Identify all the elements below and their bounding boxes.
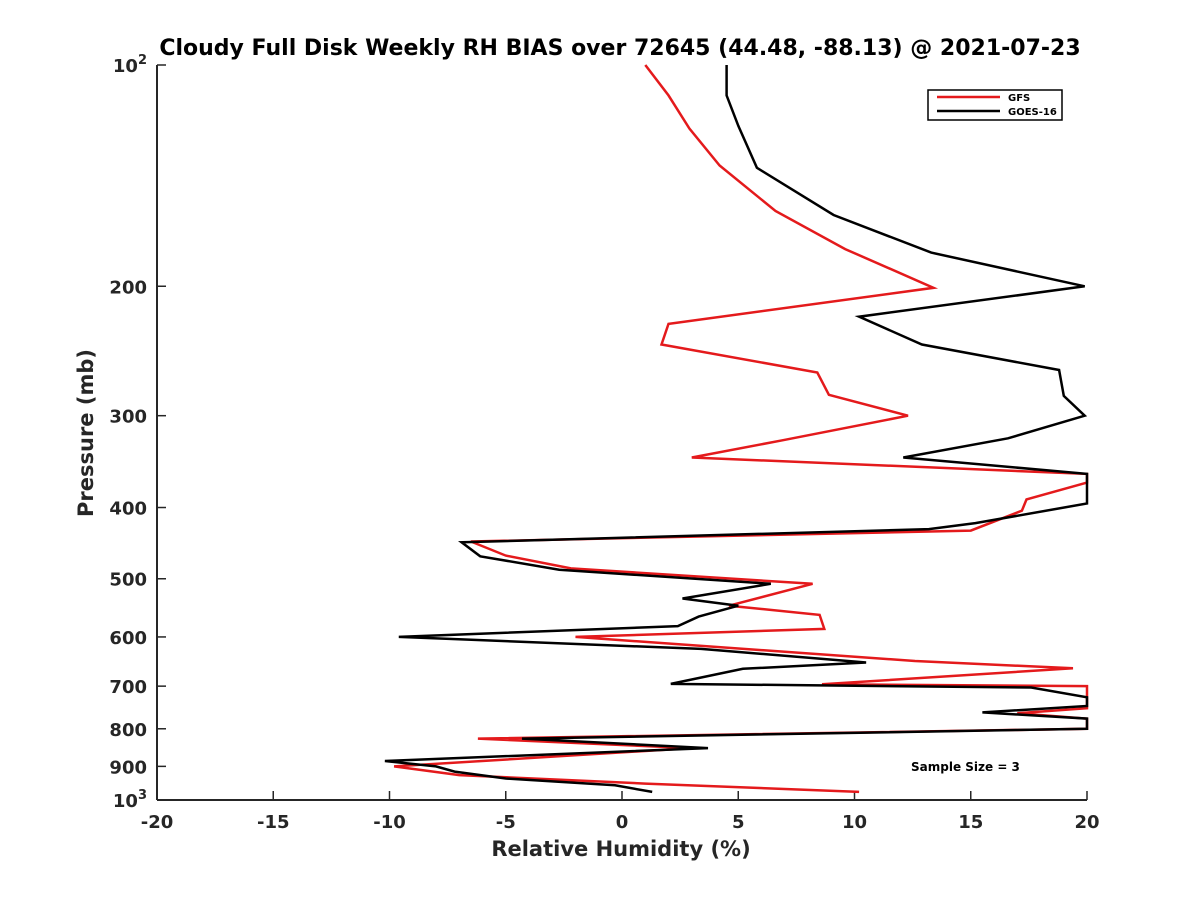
y-tick-label: 800 xyxy=(109,720,147,741)
x-tick-label: -5 xyxy=(496,812,516,833)
legend-label-gfs: GFS xyxy=(1008,93,1030,104)
y-tick-label: 103 xyxy=(113,788,147,812)
y-tick-exponent: 2 xyxy=(138,53,147,68)
x-tick-label: 20 xyxy=(1074,812,1099,833)
y-tick-label: 700 xyxy=(109,677,147,698)
y-axis-label: Pressure (mb) xyxy=(74,349,98,517)
legend-box xyxy=(927,89,1063,121)
y-tick-exponent: 3 xyxy=(138,788,147,803)
series-line-goes-16 xyxy=(384,65,1089,794)
x-tick-label: 0 xyxy=(616,812,629,833)
y-tick-label: 600 xyxy=(109,628,147,649)
y-tick-label: 900 xyxy=(109,757,147,778)
x-axis-label: Relative Humidity (%) xyxy=(491,837,750,861)
y-tick-label: 400 xyxy=(109,499,147,520)
legend-label-goes-16: GOES-16 xyxy=(1008,107,1057,118)
chart-title: Cloudy Full Disk Weekly RH BIAS over 726… xyxy=(159,36,1080,61)
y-tick-label: 102 xyxy=(113,53,147,77)
x-tick-label: 5 xyxy=(732,812,745,833)
x-tick-label: 10 xyxy=(842,812,867,833)
sample-size-annotation: Sample Size = 3 xyxy=(911,760,1020,774)
axis-ticks: -20 -15 -10 -5 0 5 10 15 20102200300400500600700… xyxy=(109,53,1099,833)
y-tick-label: 200 xyxy=(109,277,147,298)
x-tick-label: -20 xyxy=(141,812,174,833)
y-tick-base: 10 xyxy=(113,791,138,812)
x-tick-label: -10 xyxy=(373,812,406,833)
x-tick-label: 15 xyxy=(958,812,983,833)
y-tick-label: 500 xyxy=(109,570,147,591)
y-tick-base: 10 xyxy=(113,56,138,77)
x-tick-label: -15 xyxy=(257,812,290,833)
y-tick-label: 300 xyxy=(109,407,147,428)
series-layer xyxy=(384,64,1089,794)
legend: GFS GOES-16 xyxy=(927,89,1063,121)
